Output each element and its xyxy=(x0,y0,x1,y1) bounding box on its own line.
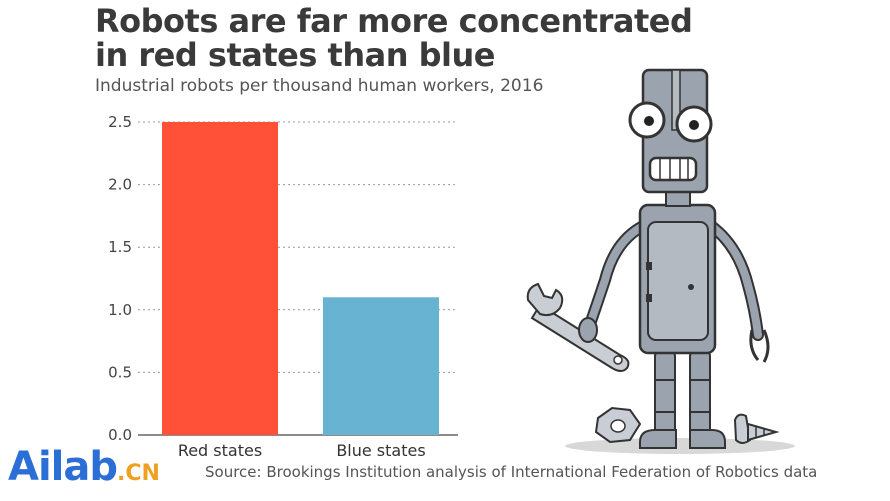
robot-shadow xyxy=(565,438,795,454)
chart-subtitle: Industrial robots per thousand human wor… xyxy=(95,76,544,96)
robot-right-foot xyxy=(689,429,726,449)
screw-icon xyxy=(733,413,780,444)
y-tick-label: 2.5 xyxy=(108,113,132,131)
y-tick-label: 1.5 xyxy=(108,238,132,256)
bar-blue-states xyxy=(323,297,439,435)
watermark-logo: Ailab.CN xyxy=(8,444,160,497)
robot-claw xyxy=(749,329,770,363)
x-category-label: Red states xyxy=(178,441,262,460)
robot-left-foot xyxy=(639,429,677,449)
robot-illustration xyxy=(526,68,795,454)
source-note: Source: Brookings Institution analysis o… xyxy=(205,463,818,481)
logo-suffix-text: .CN xyxy=(117,461,160,486)
robot-left-leg xyxy=(654,349,676,443)
labels: 0.0 0.5 1.0 1.5 2.0 2.5 Red states Blue states xyxy=(108,113,426,460)
robot-right-leg xyxy=(689,349,711,443)
robot-hand xyxy=(578,317,598,343)
logo-main-text: Ailab xyxy=(8,444,118,490)
y-tick-label: 2.0 xyxy=(108,176,132,194)
bar-red-states xyxy=(162,122,278,435)
y-tick-label: 0.5 xyxy=(108,363,132,381)
bars xyxy=(162,122,439,435)
robot-mouth xyxy=(648,156,698,182)
y-tick-label: 1.0 xyxy=(108,301,132,319)
wrench-icon xyxy=(526,282,630,372)
chart-title: Robots are far more concentrated in red … xyxy=(95,2,693,74)
robot-door xyxy=(647,221,709,341)
y-tick-label: 0.0 xyxy=(108,426,132,444)
x-category-label: Blue states xyxy=(336,441,425,460)
